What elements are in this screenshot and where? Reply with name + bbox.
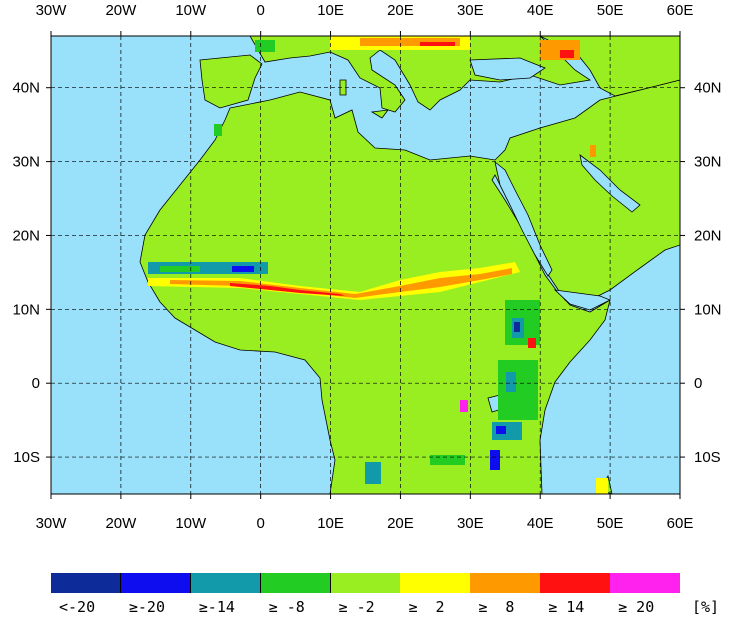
graticule [51,36,680,494]
sicily [370,109,389,119]
lat-tick-label-left: 10N [12,301,40,318]
lon-tick-label-top: 60E [667,2,694,19]
patch [170,268,512,298]
patch [528,338,536,348]
lat-tick-label-left: 30N [12,154,40,171]
legend-swatch [540,573,611,593]
lon-tick-label-top: 50E [597,2,624,19]
legend-bin-label: ≥ 14 [548,598,585,616]
legend-swatch [120,573,192,593]
lat-tick-label-right: 20N [694,227,722,244]
tick-marks [46,31,685,499]
lat-tick-label-left: 40N [12,80,40,97]
patch [160,266,200,272]
lon-tick-label-bottom: 10E [317,515,344,532]
legend-swatch [470,573,541,593]
lat-tick-label-left: 20N [12,227,40,244]
map-frame [50,35,681,495]
legend-bin-label: ≥ -2 [338,598,375,616]
lon-tick-label-top: 30W [36,2,68,19]
legend-swatch [400,573,471,593]
lon-tick-label-top: 10E [317,2,344,19]
lon-tick-label-bottom: 20W [105,515,137,532]
lon-tick-label-top: 40E [527,2,554,19]
patch [560,50,574,58]
patch [420,42,455,46]
legend-swatch [610,573,681,593]
lat-tick-label-left: 10S [13,449,40,466]
patch [230,283,345,296]
tick-labels: 30W 30W 20W 20W 10W 10W 0 0 10E 10E 20E 20E 30E 30E 40… [12,2,721,532]
lon-tick-label-top: 0 [256,2,264,19]
lon-tick-label-top: 20W [105,2,137,19]
inland-water [469,57,641,413]
black-sea [469,57,546,81]
lat-tick-label-right: 10S [694,449,721,466]
lon-tick-label-bottom: 30W [36,515,68,532]
legend-swatch [260,573,332,593]
legend-bin-label: ≥ 8 [478,598,515,616]
lon-tick-label-bottom: 0 [256,515,264,532]
lon-tick-label-bottom: 40E [527,515,554,532]
legend-bin-label: ≥ -8 [268,598,305,616]
patch [596,478,608,494]
patch [460,400,468,412]
patch [590,145,596,157]
europe [249,36,592,113]
lon-tick-label-top: 20E [387,2,414,19]
patch [496,426,506,434]
lon-tick-label-top: 10W [175,2,207,19]
lon-tick-label-top: 30E [457,2,484,19]
patch [430,455,465,465]
anomaly-patches [148,36,608,494]
patch [232,266,254,272]
lat-tick-label-right: 0 [694,375,702,392]
red-sea [494,160,553,277]
lon-tick-label-bottom: 20E [387,515,414,532]
patch [490,450,500,470]
legend-bin-label: ≥ 2 [408,598,445,616]
patch [365,462,381,484]
lat-tick-label-right: 30N [694,154,722,171]
lon-tick-label-bottom: 30E [457,515,484,532]
patch [514,322,520,332]
gulf-of-aden [553,289,611,311]
legend-swatch [51,573,122,593]
sardinia [339,79,347,96]
legend-swatch [330,573,401,593]
patch [498,360,538,420]
patch [214,124,222,136]
lat-tick-label-right: 10N [694,301,722,318]
patch [360,38,460,46]
lon-tick-label-bottom: 60E [667,515,694,532]
lat-tick-label-left: 0 [32,375,40,392]
legend-bin-label: <-20 [59,598,96,616]
legend-bin-label: ≥-14 [198,598,235,616]
lon-tick-label-bottom: 50E [597,515,624,532]
patch [148,262,520,300]
patch [506,372,516,392]
lon-tick-label-bottom: 10W [175,515,207,532]
iberia [199,54,263,109]
lat-tick-label-right: 40N [694,80,722,97]
patch [255,40,275,52]
legend-unit: [%] [692,598,720,616]
legend-bin-label: ≥-20 [128,598,165,616]
legend-swatch [190,573,262,593]
legend-bin-label: ≥ 20 [618,598,655,616]
